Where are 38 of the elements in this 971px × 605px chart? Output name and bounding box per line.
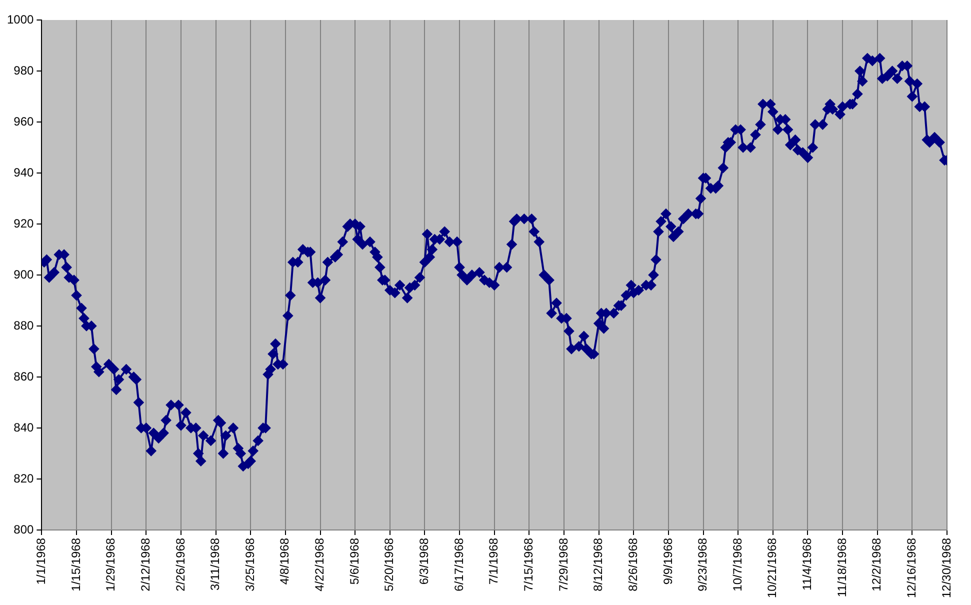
x-tick-label: 7/1/1968 <box>486 538 501 585</box>
x-tick-label: 7/29/1968 <box>556 538 570 592</box>
x-tick-label: 2/26/1968 <box>173 538 188 592</box>
x-tick-label: 12/2/1968 <box>870 538 884 592</box>
x-tick-label: 5/20/1968 <box>382 538 396 592</box>
y-tick-label: 1000 <box>6 12 34 26</box>
x-tick-label: 11/18/1968 <box>834 538 849 598</box>
y-tick-label: 860 <box>14 369 34 384</box>
y-tick-label: 980 <box>14 63 34 78</box>
y-tick-label: 880 <box>14 318 34 332</box>
y-tick-label: 820 <box>14 471 34 486</box>
x-tick-label: 1/1/1968 <box>34 538 48 585</box>
y-tick-label: 800 <box>14 522 34 536</box>
x-tick-label: 12/30/1968 <box>939 538 954 598</box>
x-tick-label: 1/29/1968 <box>104 538 118 592</box>
x-tick-label: 12/16/1968 <box>904 538 918 598</box>
x-tick-label: 4/22/1968 <box>312 538 327 592</box>
y-tick-label: 960 <box>14 114 34 128</box>
x-tick-label: 8/26/1968 <box>626 538 640 592</box>
x-tick-label: 5/6/1968 <box>347 538 362 585</box>
x-tick-label: 7/15/1968 <box>521 538 536 592</box>
x-tick-label: 6/3/1968 <box>417 538 432 585</box>
y-tick-label: 840 <box>14 420 34 434</box>
x-tick-label: 2/12/1968 <box>138 538 152 592</box>
y-tick-label: 940 <box>14 165 34 180</box>
x-tick-label: 3/25/1968 <box>242 538 257 592</box>
x-tick-label: 10/21/1968 <box>765 538 780 598</box>
x-tick-label: 8/12/1968 <box>591 538 606 592</box>
x-tick-label: 9/9/1968 <box>660 538 675 585</box>
x-tick-label: 1/15/1968 <box>68 538 83 592</box>
x-tick-label: 4/8/1968 <box>278 538 292 585</box>
x-tick-label: 11/4/1968 <box>800 538 814 590</box>
x-tick-label: 3/11/1968 <box>208 538 222 590</box>
y-tick-label: 900 <box>14 267 34 282</box>
x-tick-label: 6/17/1968 <box>452 538 466 592</box>
x-tick-label: 10/7/1968 <box>730 538 744 592</box>
y-tick-label: 920 <box>14 216 34 230</box>
x-tick-label: 9/23/1968 <box>696 538 710 592</box>
